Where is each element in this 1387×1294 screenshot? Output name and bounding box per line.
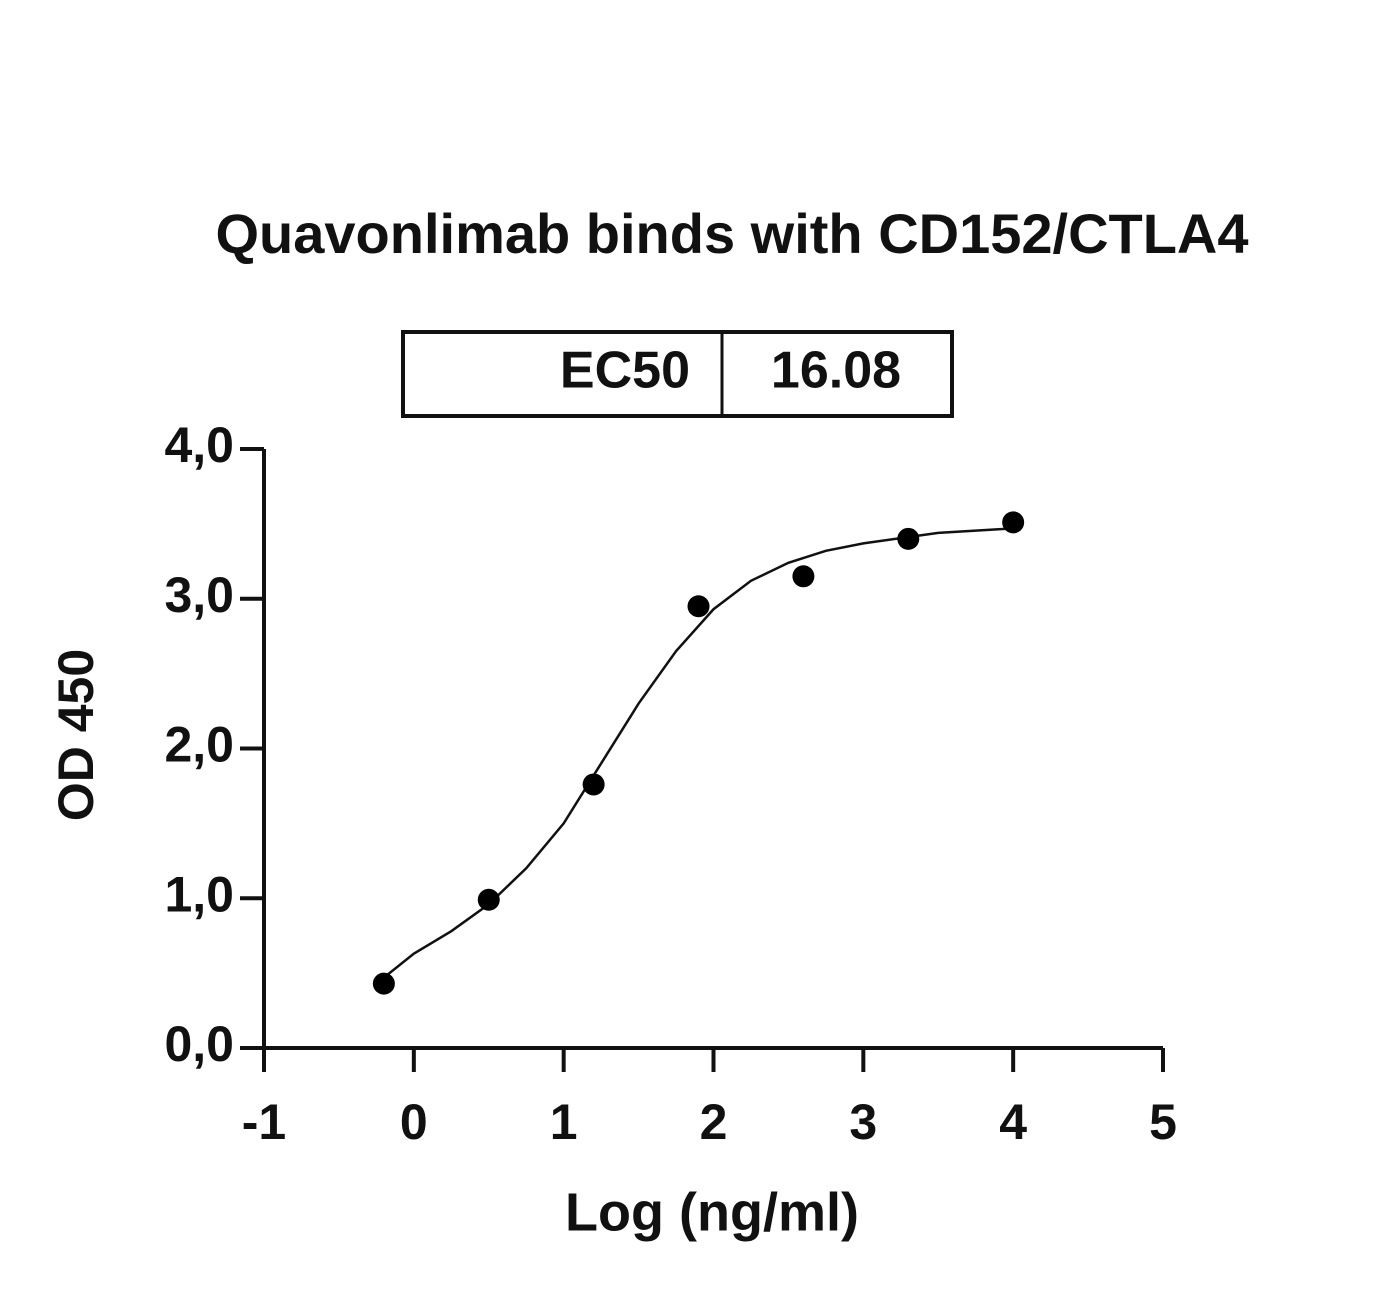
data-point <box>897 527 920 550</box>
ec50-label: EC50 <box>560 342 690 400</box>
fit-curve <box>383 527 1014 979</box>
data-point <box>372 972 395 995</box>
ec50-value: 16.08 <box>771 342 901 400</box>
data-point <box>1002 511 1025 534</box>
data-point <box>687 595 710 618</box>
data-point <box>582 773 605 796</box>
y-tick-label: 4,0 <box>164 417 234 473</box>
ec50-box <box>401 330 954 418</box>
data-point <box>477 888 500 911</box>
x-axis-label: Log (ng/ml) <box>565 1182 859 1242</box>
x-tick-label: 2 <box>700 1094 728 1150</box>
y-tick-label: 2,0 <box>164 717 234 773</box>
x-tick-label: 0 <box>400 1094 428 1150</box>
x-tick-label: -1 <box>242 1094 286 1150</box>
y-tick-label: 3,0 <box>164 567 234 623</box>
data-point <box>792 565 815 588</box>
y-tick-label: 0,0 <box>164 1016 234 1072</box>
x-tick-label: 5 <box>1149 1094 1177 1150</box>
x-tick-label: 3 <box>849 1094 877 1150</box>
y-axis-label: OD 450 <box>48 649 104 821</box>
x-tick-label: 4 <box>999 1094 1027 1150</box>
y-tick-label: 1,0 <box>164 866 234 922</box>
chart-title: Quavonlimab binds with CD152/CTLA4 <box>215 202 1248 265</box>
x-tick-label: 1 <box>550 1094 578 1150</box>
